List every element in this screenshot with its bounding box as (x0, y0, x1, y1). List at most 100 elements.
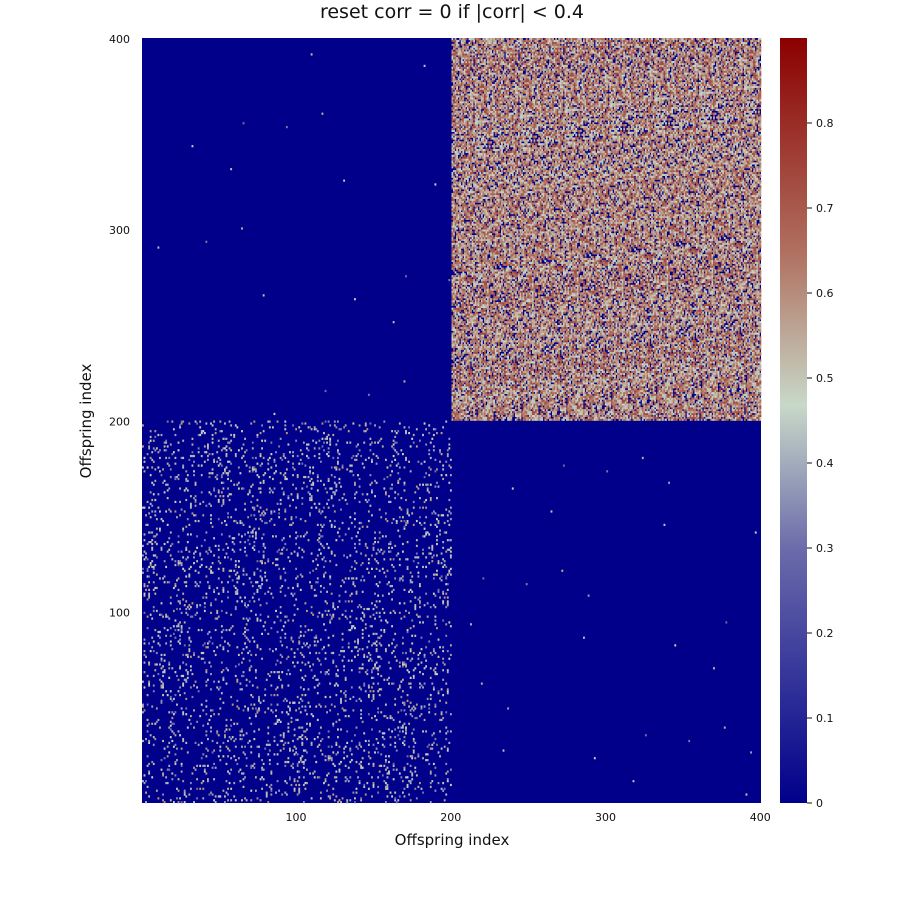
heatmap-cell (454, 294, 457, 297)
heatmap-cell (466, 378, 469, 381)
heatmap-cell (453, 108, 455, 111)
heatmap-cell (462, 148, 465, 152)
heatmap-cell (468, 317, 471, 320)
heatmap-cell (473, 139, 476, 142)
heatmap-cell (476, 332, 479, 335)
heatmap-cell (459, 319, 462, 322)
heatmap-cell (462, 286, 465, 289)
heatmap-cell (468, 395, 471, 398)
heatmap-cell (468, 137, 471, 140)
heatmap-cell (471, 85, 474, 89)
heatmap-cell (491, 290, 494, 293)
heatmap-cell (479, 288, 482, 291)
heatmap-cell (468, 244, 471, 247)
heatmap-cell (463, 158, 466, 161)
heatmap-cell (465, 175, 468, 178)
heatmap-cell (459, 122, 462, 125)
heatmap-cell (493, 95, 496, 98)
heatmap-cell (476, 365, 479, 368)
heatmap-cell (482, 334, 485, 337)
heatmap-cell (457, 294, 460, 297)
heatmap-cell (456, 118, 458, 121)
heatmap-cell (484, 62, 486, 66)
heatmap-cell (463, 259, 466, 263)
heatmap-cell (468, 414, 471, 417)
heatmap-cell (471, 103, 474, 106)
heatmap-cell (466, 210, 469, 213)
heatmap-cell (462, 39, 465, 43)
heatmap-cell (465, 212, 468, 215)
heatmap-cell (451, 240, 454, 243)
heatmap-cell (454, 296, 457, 299)
heatmap-cell (462, 263, 465, 266)
heatmap-cell (465, 191, 468, 194)
heatmap-cell (459, 217, 462, 220)
heatmap-cell (463, 45, 466, 48)
heatmap-cell (451, 363, 454, 366)
heatmap-cell (462, 267, 465, 270)
heatmap-cell (470, 407, 472, 410)
heatmap-cell (457, 55, 460, 58)
heatmap-cell (230, 168, 233, 171)
heatmap-cell (471, 114, 474, 117)
heatmap-cell (403, 380, 406, 383)
heatmap-cell (456, 418, 458, 421)
heatmap-cell (493, 53, 496, 56)
heatmap-cell (459, 277, 462, 280)
heatmap-cell (451, 384, 454, 387)
heatmap-cell (496, 410, 499, 414)
heatmap-cell (468, 215, 471, 219)
heatmap-cell (468, 202, 471, 205)
heatmap-cell (451, 80, 454, 83)
heatmap-cell (457, 106, 460, 110)
heatmap-cell (454, 311, 457, 314)
heatmap-cell (468, 355, 471, 358)
heatmap-cell (470, 198, 472, 201)
heatmap-cell (468, 290, 471, 293)
heatmap-cell (460, 43, 463, 46)
heatmap-cell (477, 53, 480, 56)
heatmap-cell (456, 196, 458, 199)
heatmap-cell (497, 225, 500, 228)
heatmap-cell (471, 416, 474, 419)
heatmap-cell (456, 120, 458, 123)
heatmap-cell (451, 248, 454, 251)
heatmap-cell (460, 93, 463, 96)
heatmap-cell (457, 376, 460, 379)
heatmap-cell (465, 300, 468, 303)
heatmap-cell (459, 357, 462, 360)
heatmap-cell (471, 382, 474, 385)
heatmap-cell (465, 60, 468, 64)
heatmap-cell (451, 183, 454, 186)
heatmap-cell (468, 147, 471, 150)
heatmap-cell (468, 366, 471, 370)
heatmap-cell (451, 307, 454, 310)
heatmap-cell (460, 405, 463, 408)
heatmap-cell (496, 231, 499, 234)
heatmap-cell (471, 317, 474, 320)
heatmap-cell (459, 332, 462, 335)
heatmap-cell (471, 187, 474, 190)
heatmap-cell (457, 215, 460, 219)
heatmap-cell (463, 397, 466, 400)
heatmap-cell (454, 85, 457, 89)
heatmap-cell (460, 418, 463, 421)
heatmap-cell (463, 74, 466, 77)
heatmap-cell (459, 349, 462, 352)
heatmap-cell (453, 366, 455, 370)
heatmap-cell (479, 393, 482, 396)
heatmap-cell (463, 124, 466, 127)
heatmap-cell (470, 192, 472, 196)
heatmap-cell (460, 221, 463, 224)
heatmap-cell (460, 74, 463, 77)
heatmap-cell (497, 294, 500, 297)
heatmap-cell (471, 206, 474, 209)
heatmap-cell (476, 171, 479, 175)
heatmap-cell (466, 238, 469, 242)
heatmap-cell (453, 145, 455, 148)
heatmap-cell (463, 365, 466, 368)
heatmap-cell (454, 99, 457, 102)
heatmap-cell (468, 311, 471, 314)
heatmap-cell (473, 403, 476, 406)
heatmap-cell (487, 47, 489, 50)
